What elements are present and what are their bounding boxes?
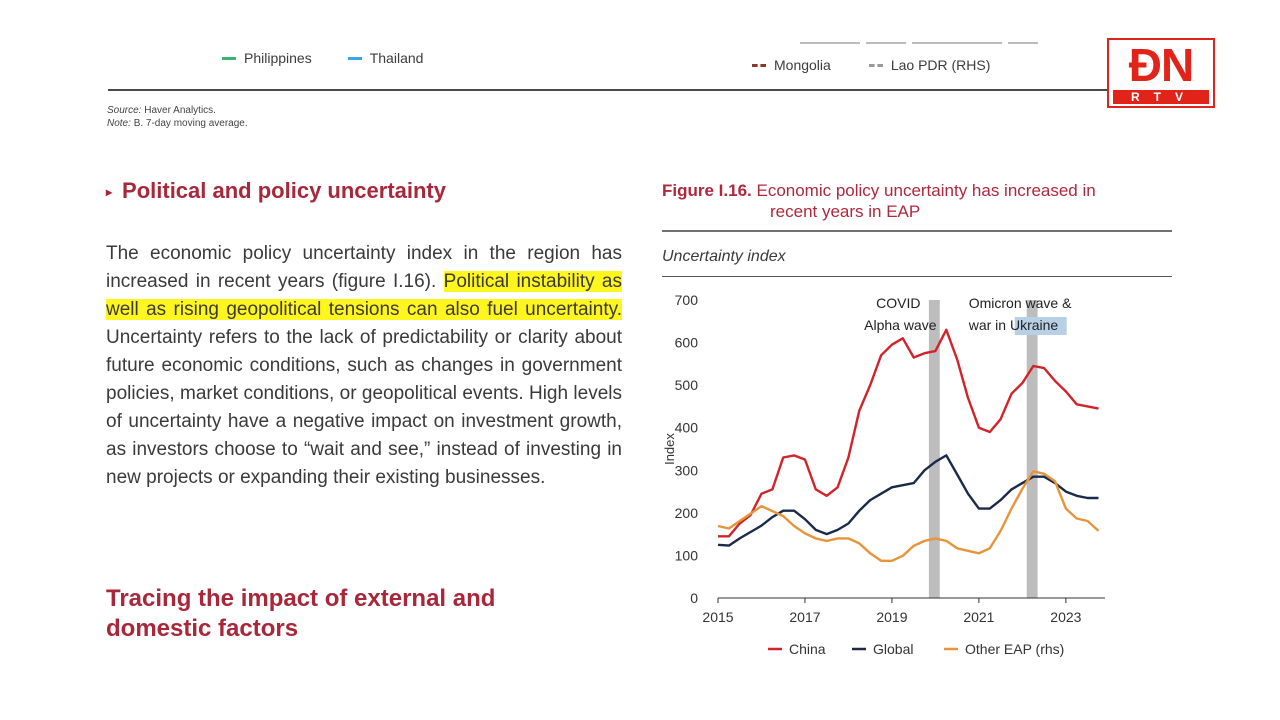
caret-icon: ▸ [106, 185, 113, 200]
y-left-tick-label: 500 [675, 377, 699, 393]
event-band-1 [1026, 300, 1038, 598]
dn-rtv-logo: ĐN RTV [1107, 38, 1215, 108]
figure-rule-bottom [662, 276, 1172, 277]
source-note: Source: Haver Analytics. Note: B. 7-day … [107, 104, 248, 130]
series-line-other-eap-rhs- [717, 470, 1100, 562]
legend-label-thailand: Thailand [369, 50, 424, 66]
event-band-0 [928, 300, 940, 598]
y-left-tick-label: 0 [690, 590, 698, 606]
legend-label-lao: Lao PDR (RHS) [890, 57, 991, 73]
section-heading: ▸ Political and policy uncertainty [106, 178, 446, 203]
annotation-highlight [1014, 317, 1067, 335]
uncertainty-chart: 2015 2017 2019 2021 2023 0 100 200 300 400 500 600 7… [662, 292, 1105, 657]
y-left-axis-label: Index [662, 433, 677, 465]
logo-main-text: ĐN [1128, 39, 1194, 91]
figure-subtitle: Uncertainty index [662, 248, 786, 265]
legend-label-philippines: Philippines [244, 50, 312, 66]
top-legend-right: Mongolia Lao PDR (RHS) [752, 57, 990, 73]
cropped-legend-fragment [800, 42, 1080, 48]
x-tick-label: 2021 [963, 609, 994, 625]
top-divider [108, 89, 1171, 91]
paragraph-rest: Uncertainty refers to the lack of predic… [106, 327, 622, 488]
y-left-tick-label: 400 [675, 420, 699, 436]
y-left-tick-label: 300 [675, 462, 699, 478]
legend-label-mongolia: Mongolia [774, 57, 831, 73]
annotation-omicron-line1: Omicron wave & [969, 295, 1072, 311]
legend-swatch-mongolia [752, 63, 766, 67]
y-left-tick-label: 200 [675, 505, 699, 521]
legend-label: China [789, 641, 826, 657]
legend-label: Global [873, 641, 913, 657]
logo-sub-text: RTV [1113, 90, 1209, 104]
subsection-heading: Tracing the impact of external and domes… [106, 585, 496, 642]
source-label: Source: [107, 105, 142, 116]
note-label: Note: [107, 118, 131, 129]
series-line-china [718, 328, 1099, 538]
y-left-tick-label: 700 [675, 292, 699, 308]
figure-title-line1: Economic policy uncertainty has increase… [756, 181, 1096, 200]
note-text: B. 7-day moving average. [133, 118, 248, 129]
legend-swatch-thailand [347, 56, 362, 60]
body-paragraph: The economic policy uncertainty index in… [106, 240, 622, 492]
x-tick-label: 2015 [702, 609, 733, 625]
annotation-covid-line2: Alpha wave [864, 317, 937, 333]
annotation-omicron-line2: war in Ukraine [968, 317, 1059, 333]
source-text: Haver Analytics. [144, 105, 216, 116]
x-tick-label: 2019 [876, 609, 907, 625]
x-tick-label: 2017 [789, 609, 820, 625]
x-tick-label: 2023 [1050, 609, 1081, 625]
legend-swatch-lao [868, 63, 883, 67]
figure-title-line2: recent years in EAP [770, 202, 921, 221]
y-left-tick-label: 600 [675, 335, 699, 351]
y-left-tick-label: 100 [675, 547, 699, 563]
top-legend-left: Philippines Thailand [222, 50, 423, 66]
legend-swatch-philippines [222, 56, 236, 60]
annotation-covid-line1: COVID [876, 295, 920, 311]
series-line-global [717, 454, 1099, 547]
paragraph-intro: The economic policy uncertainty index in… [106, 243, 622, 292]
figure-number: Figure I.16. [662, 181, 752, 200]
legend-label: Other EAP (rhs) [965, 641, 1064, 657]
figure-rule-top [662, 230, 1172, 232]
figure-title: Figure I.16. Economic policy uncertainty… [662, 180, 1162, 222]
